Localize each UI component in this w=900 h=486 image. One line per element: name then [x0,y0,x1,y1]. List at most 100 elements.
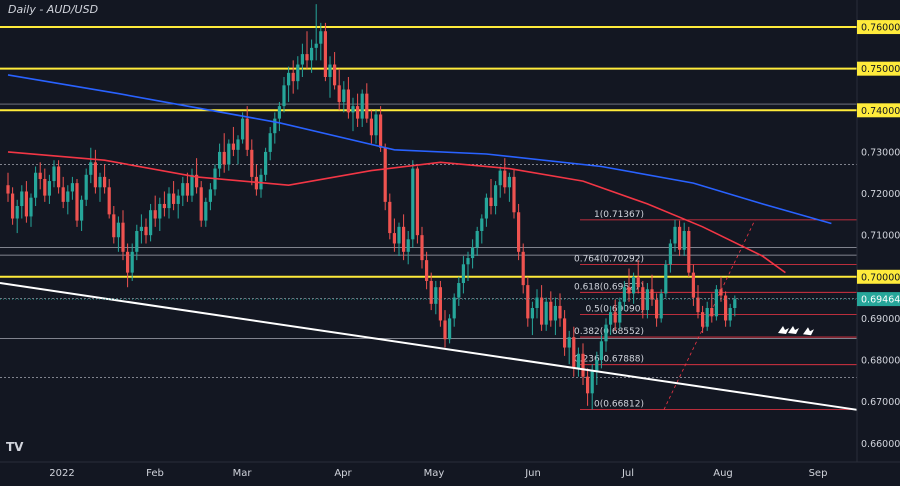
candle-body [452,297,456,319]
y-tick-label: 0.73000 [861,147,900,158]
candle-body [24,191,28,217]
candle-body [98,176,102,188]
candle-body [346,89,350,113]
candle-body [103,176,107,188]
tradingview-logo: TV [6,440,24,454]
candle-body [34,172,38,198]
candle-body [176,195,180,204]
candle-body [374,114,378,136]
candle-body [351,106,355,113]
candle-body [696,297,700,313]
candle-body [328,64,332,77]
candle-body [563,318,567,348]
candle-body [406,239,410,252]
candle-body [438,287,442,321]
candle-body [195,174,199,188]
candle-body [572,337,576,369]
candle-body [705,308,709,327]
yellow-level-tag-label: 0.74000 [861,106,900,117]
candle-body [245,118,249,150]
candle-body [70,183,74,192]
y-tick-label: 0.66000 [861,439,900,450]
candle-body [434,287,438,304]
candle-body [595,360,599,371]
candle-body [107,187,111,215]
fib-level-label: 0.618(0.69627) [574,282,644,292]
candle-body [314,43,318,48]
candle-body [535,297,539,308]
candle-body [29,197,33,217]
candle-body [254,176,258,190]
fib-level-label: 0.382(0.68552) [574,327,644,337]
x-tick-label: Apr [334,468,352,479]
candle-body [590,370,594,394]
candle-body [112,214,116,238]
fib-level-label: 0.236(0.67888) [574,355,644,365]
y-tick-label: 0.68000 [861,356,900,367]
candle-body [507,176,511,188]
candle-body [443,320,447,340]
candle-body [425,260,429,281]
candle-body [208,189,212,202]
candle-body [190,174,194,196]
x-tick-label: Aug [713,468,733,479]
candle-body [567,337,571,348]
y-tick-label: 0.69000 [861,314,900,325]
candle-body [415,168,419,236]
candle-body [80,199,84,221]
candle-body [701,312,705,327]
candle-body [489,197,493,207]
candle-body [333,64,337,86]
candle-body [287,72,291,86]
candle-body [728,308,732,321]
candle-body [273,118,277,134]
arrow-annotation [788,325,799,334]
candle-body [530,308,534,319]
moving-average-line [7,74,832,225]
candle-body [457,283,461,298]
candle-body [126,251,130,273]
candle-body [599,341,603,361]
candle-body [323,31,327,77]
candle-body [116,222,120,238]
candle-body [43,178,47,196]
candle-body [342,89,346,102]
candle-body [540,297,544,325]
candle-body [553,305,557,321]
candle-body [549,301,553,321]
candle-body [300,54,304,65]
candle-body [655,299,659,319]
candle-body [185,183,189,196]
candle-body [448,318,452,340]
candle-body [682,231,686,250]
candle-body [121,222,125,252]
candle-body [310,47,314,61]
candle-body [494,185,498,207]
candle-body [498,170,502,186]
last-price-tag [857,292,900,307]
candle-body [369,118,373,136]
candle-body [241,118,245,140]
candle-body [181,183,185,196]
candle-body [38,172,42,179]
candle-body [650,289,654,300]
candle-body [645,289,649,311]
candle-body [558,305,562,319]
support-trendline [0,282,858,411]
last-price-label: 0.69464 [861,295,900,306]
candle-body [319,31,323,44]
candle-body [714,289,718,317]
candle-body [66,191,70,202]
candle-body [57,166,61,188]
candle-body [75,183,79,221]
candle-body [264,151,268,175]
candle-body [89,162,93,175]
candle-body [6,185,10,194]
candle-body [149,210,153,236]
candle-body [719,289,723,296]
candle-body [383,147,387,202]
candle-body [282,85,286,107]
candle-body [305,54,309,61]
